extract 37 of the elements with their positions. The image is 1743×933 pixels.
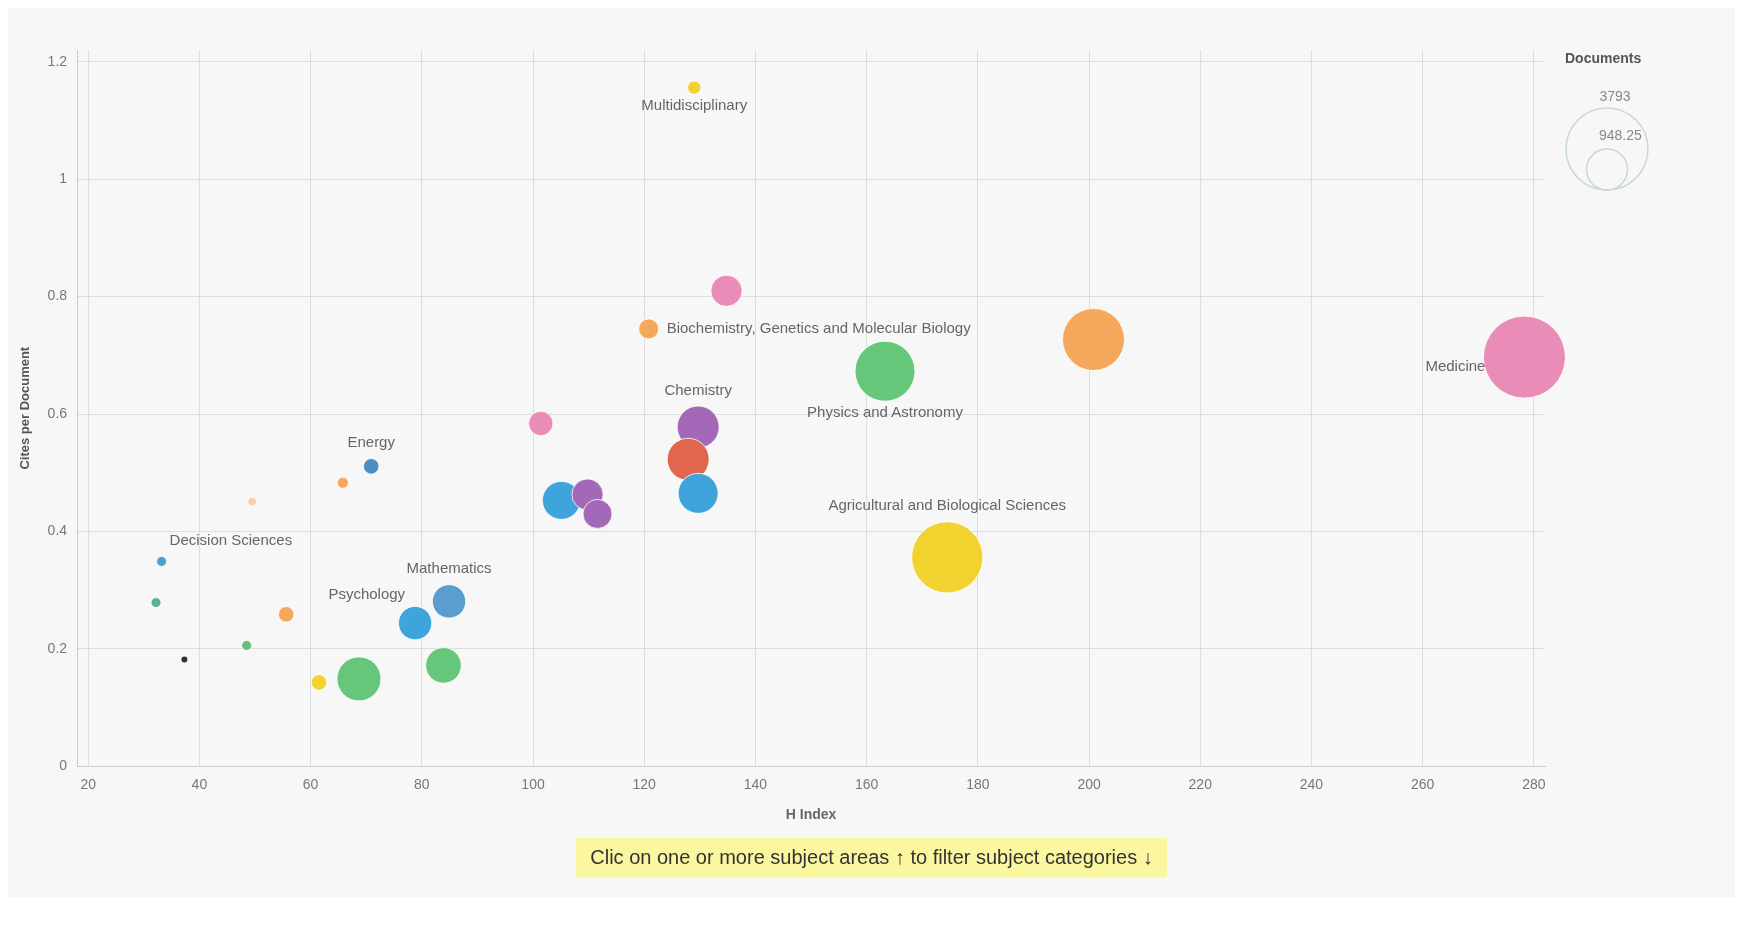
y-tick-label: 0.2 bbox=[47, 639, 68, 656]
annotation: Energy bbox=[347, 433, 396, 451]
y-tick-label: 0.8 bbox=[47, 287, 68, 304]
x-tick-label: 20 bbox=[80, 775, 97, 792]
y-tick-label: 0.6 bbox=[47, 404, 68, 421]
y-axis-title: Cites per Document bbox=[17, 346, 33, 470]
x-tick-label: 120 bbox=[632, 775, 657, 792]
y-tick-label: 1.2 bbox=[47, 52, 68, 69]
annotation: Physics and Astronomy bbox=[807, 402, 964, 420]
y-tick-label: 0 bbox=[59, 757, 68, 774]
legend-label: 948.25 bbox=[1599, 126, 1643, 143]
x-tick-label: 80 bbox=[414, 775, 430, 792]
x-tick-label: 200 bbox=[1077, 775, 1101, 792]
annotation: Medicine bbox=[1425, 357, 1486, 375]
x-tick-label: 220 bbox=[1188, 775, 1213, 792]
annotation: Psychology bbox=[328, 585, 406, 603]
y-tick-label: 1 bbox=[59, 170, 68, 187]
annotation: Agricultural and Biological Sciences bbox=[828, 496, 1067, 514]
text: Clic on one or more subject areas ↑ to filter subject categories ↓ bbox=[576, 838, 1167, 877]
annotation: Multidisciplinary bbox=[641, 95, 748, 113]
x-tick-label: 260 bbox=[1410, 775, 1435, 792]
annotation: Mathematics bbox=[406, 559, 492, 577]
legend-title: Documents bbox=[1565, 49, 1642, 66]
y-tick-label: 0.4 bbox=[47, 522, 68, 539]
annotation: Biochemistry, Genetics and Molecular Biology bbox=[666, 319, 972, 337]
x-tick-label: 60 bbox=[302, 775, 319, 792]
x-tick-label: 100 bbox=[521, 775, 545, 792]
annotation: Chemistry bbox=[664, 380, 733, 398]
x-tick-label: 40 bbox=[191, 775, 208, 792]
x-axis-title: H Index bbox=[785, 806, 837, 823]
x-tick-label: 280 bbox=[1522, 775, 1546, 792]
annotation: Decision Sciences bbox=[169, 531, 293, 549]
x-tick-label: 160 bbox=[854, 775, 879, 792]
legend-label: 3793 bbox=[1599, 87, 1631, 104]
x-tick-label: 140 bbox=[743, 775, 768, 792]
x-tick-label: 240 bbox=[1299, 775, 1324, 792]
x-tick-label: 180 bbox=[966, 775, 990, 792]
